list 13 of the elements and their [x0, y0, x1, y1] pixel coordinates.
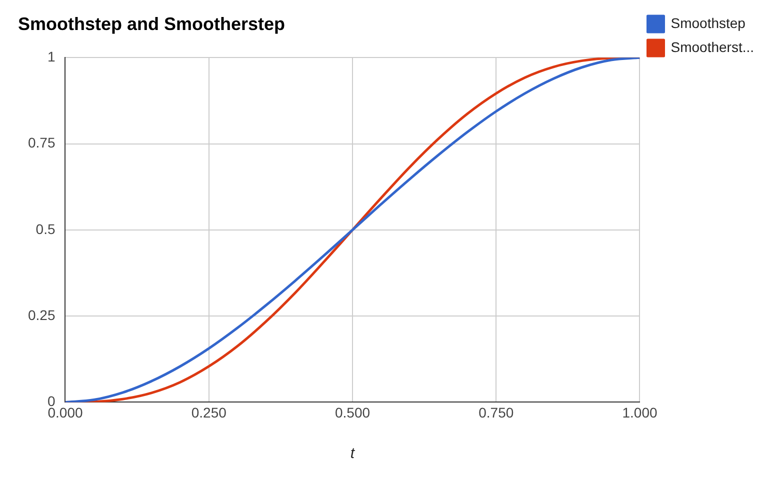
y-tick-label: 1 — [47, 48, 56, 64]
chart-title: Smoothstep and Smootherstep — [18, 14, 286, 34]
x-tick-label: 0.500 — [334, 404, 370, 420]
y-tick-label: 0.5 — [36, 220, 56, 237]
y-tick-label: 0.75 — [28, 134, 56, 151]
x-tick-label: 1.000 — [622, 404, 658, 420]
x-tick-label: 0.250 — [191, 404, 227, 420]
x-tick-label: 0.750 — [478, 404, 514, 420]
y-tick-label: 0.25 — [28, 306, 56, 323]
legend-label: Smootherst... — [670, 38, 754, 55]
line-series — [65, 58, 640, 402]
legend-label: Smoothstep — [670, 14, 746, 31]
x-axis-title: t — [350, 445, 356, 462]
